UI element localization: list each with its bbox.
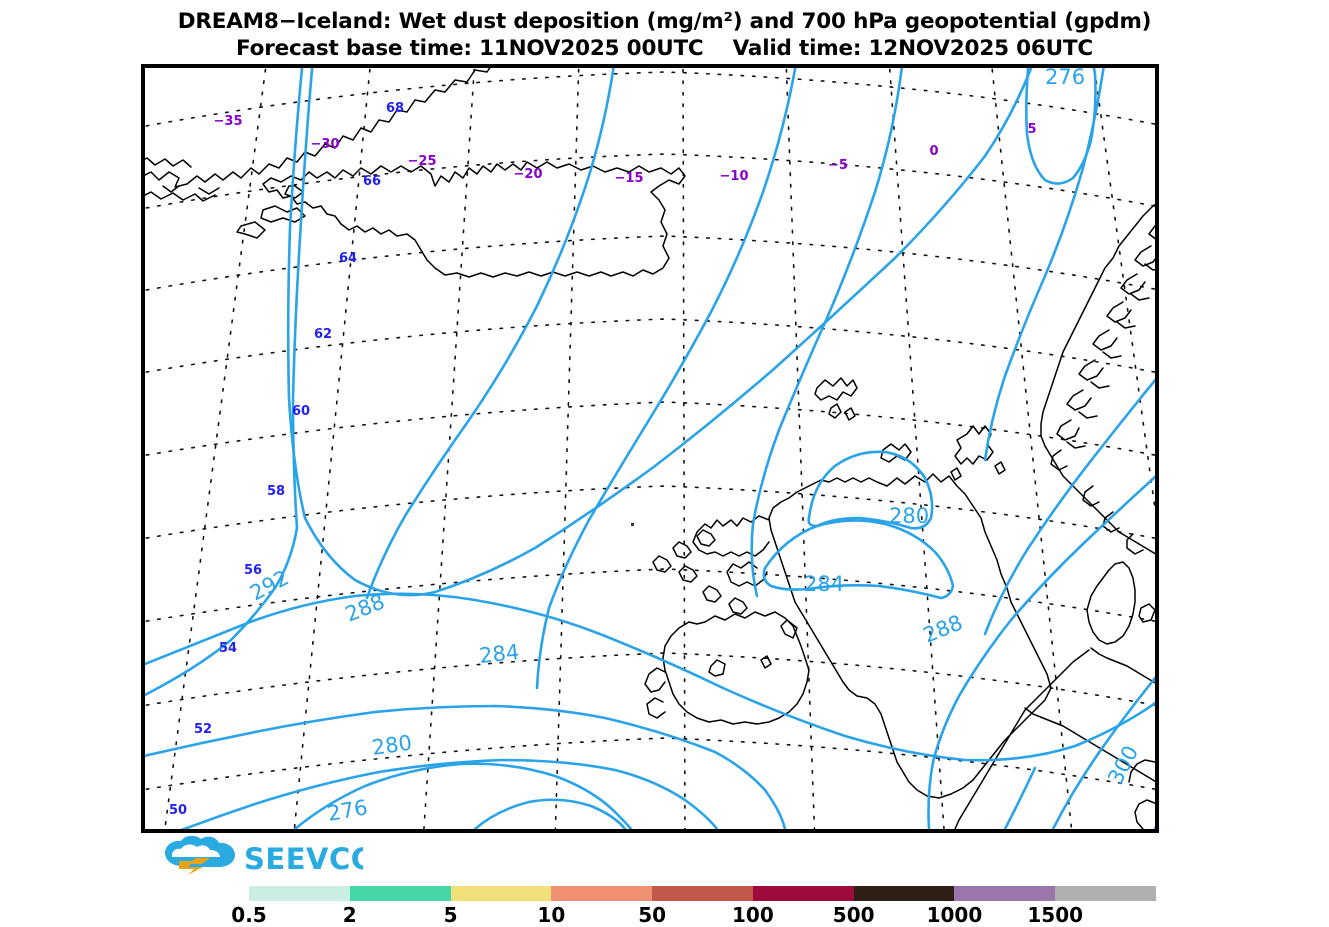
colorbar-segment-8 [1055, 886, 1157, 901]
colorbar-label-3: 10 [537, 903, 566, 927]
geopotential-contours [145, 68, 1155, 829]
map-canvas[interactable]: 292 288 284 280 276 280 284 288 276 300 … [145, 68, 1155, 829]
coastlines [145, 68, 1155, 829]
colorbar-label-1: 2 [342, 903, 357, 927]
contour-label-280-west: 280 [370, 731, 413, 760]
colorbar-segment-0 [249, 886, 350, 901]
map-panel[interactable]: 292 288 284 280 276 280 284 288 276 300 … [141, 64, 1159, 833]
contour-292 [286, 68, 1033, 597]
lat-label-58: 58 [267, 484, 285, 499]
colorbar-labels: 0.5 2 5 10 50 100 500 1000 1500 [231, 903, 1156, 927]
lon-label-m30: −30 [311, 137, 340, 152]
lat-label-68: 68 [386, 101, 404, 116]
contour-280 [180, 758, 719, 829]
colorbar-segment-2 [450, 886, 552, 901]
lon-label-m20: −20 [514, 167, 543, 182]
lon-label-0: 0 [929, 144, 938, 159]
coastline-norway [1040, 203, 1155, 555]
colorbar-label-0: 0.5 [231, 903, 267, 927]
colorbar-label-2: 5 [443, 903, 458, 927]
lat-label-60: 60 [292, 404, 310, 419]
colorbar-segment-1 [349, 886, 451, 901]
contour-288 [145, 592, 1155, 762]
colorbar-label-4: 50 [638, 903, 667, 927]
longitude-labels: −35 −30 −25 −20 −15 −10 −5 0 5 [214, 114, 1037, 186]
coastline-faroe [814, 377, 858, 421]
contour-label-280-scotland: 280 [889, 504, 929, 528]
colorbar[interactable]: 0.5 2 5 10 50 100 500 1000 1500 [231, 886, 1157, 927]
seevccc-logo[interactable]: SEEVCCC [148, 836, 363, 880]
lat-label-52: 52 [194, 722, 212, 737]
contour-label-300-se: 300 [1103, 742, 1143, 789]
contour-label-284-west: 284 [478, 640, 520, 668]
coastline-shetland [954, 425, 994, 465]
coastline-denmark [1086, 561, 1155, 645]
lon-label-m10: −10 [720, 169, 749, 184]
contour-label-284-scotland: 284 [804, 572, 844, 596]
lon-label-m35: −35 [214, 114, 243, 129]
lon-label-m25: −25 [408, 154, 437, 169]
lat-label-66: 66 [363, 174, 381, 189]
contour-284 [145, 704, 787, 829]
contour-label-288-west: 288 [342, 589, 388, 626]
colorbar-label-7: 1000 [926, 903, 983, 927]
logo-text: SEEVCCC [244, 842, 363, 876]
lat-label-62: 62 [314, 327, 332, 342]
arrow-icon [179, 858, 210, 875]
cloud-icon [165, 836, 235, 867]
colorbar-segment-4 [652, 886, 753, 901]
colorbar-segment-7 [954, 886, 1056, 901]
contour-300 [1051, 676, 1155, 829]
contour-label-276-ne: 276 [1045, 68, 1085, 89]
contour-276-ne [1025, 68, 1097, 185]
colorbar-segment-6 [853, 886, 955, 901]
lat-label-54: 54 [219, 641, 237, 656]
colorbar-label-5: 100 [732, 903, 774, 927]
contour-276 [293, 762, 633, 829]
contour-label-276-west: 276 [326, 795, 370, 826]
coastline-great-britain [652, 473, 1052, 799]
colorbar-strip[interactable] [249, 886, 1157, 901]
coastline-greenland [145, 68, 491, 188]
coastline-continent [954, 647, 1155, 829]
colorbar-segment-3 [551, 886, 653, 901]
contour-label-288-east: 288 [920, 610, 966, 647]
lon-label-m15: −15 [615, 171, 644, 186]
chart-title-block: DREAM8−Iceland: Wet dust deposition (mg/… [0, 8, 1329, 62]
colorbar-label-8: 1500 [1027, 903, 1084, 927]
graticule-parallels [145, 71, 1155, 791]
lat-label-56: 56 [244, 563, 262, 578]
lat-label-64: 64 [339, 251, 357, 266]
chart-subtitle: Forecast base time: 11NOV2025 00UTC Vali… [236, 36, 1093, 61]
colorbar-label-6: 500 [832, 903, 875, 927]
latitude-labels: 68 66 64 62 60 58 56 54 52 50 [169, 101, 404, 818]
colorbar-segment-5 [752, 886, 854, 901]
coastline-orkney [880, 443, 912, 463]
lon-label-m5: −5 [828, 158, 848, 173]
lat-label-50: 50 [169, 803, 187, 818]
page-title: DREAM8−Iceland: Wet dust deposition (mg/… [177, 9, 1152, 34]
lon-label-5: 5 [1027, 122, 1036, 137]
logo-svg: SEEVCCC [165, 836, 363, 876]
map-speck [631, 523, 634, 526]
